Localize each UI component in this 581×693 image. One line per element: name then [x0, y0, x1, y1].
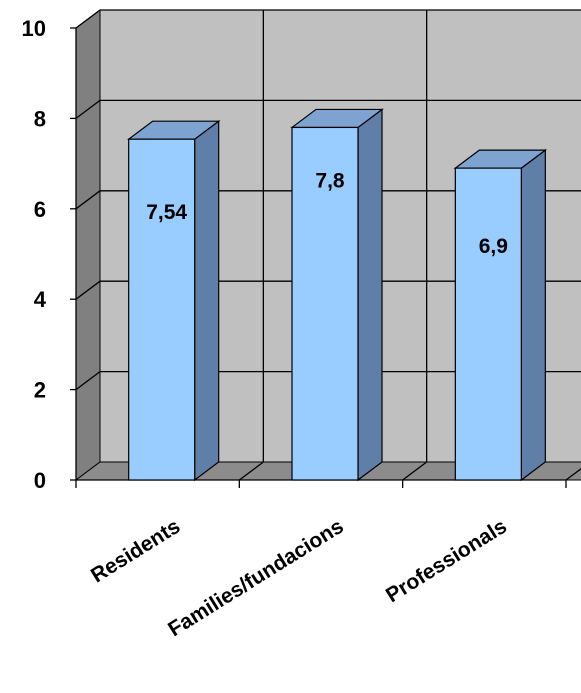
category-label: Residents [87, 515, 184, 588]
y-tick-label: 10 [22, 16, 46, 41]
data-label: 6,9 [479, 235, 508, 258]
bar-front [454, 167, 522, 481]
floor-divider [565, 467, 581, 481]
side-gridline [75, 99, 101, 119]
y-tick-label: 0 [34, 468, 46, 493]
category-label: Professionals [382, 515, 511, 607]
bar-front [128, 138, 196, 481]
floor-divider [402, 461, 428, 481]
bar [453, 148, 548, 482]
side-gridline [75, 371, 101, 391]
side-gridline [75, 9, 101, 29]
bar-side [520, 148, 546, 482]
side-gridline [75, 280, 101, 300]
chart-bars [126, 108, 548, 482]
bar-side [194, 119, 220, 482]
y-tick-label: 6 [34, 197, 46, 222]
bar [126, 119, 221, 482]
data-label: 7,8 [315, 169, 345, 192]
y-tick-label: 4 [34, 287, 47, 312]
side-wall [75, 9, 101, 481]
data-label: 7,54 [146, 201, 187, 224]
side-gridline [75, 190, 101, 210]
category-label: Families/fundacions [164, 515, 347, 641]
bar-side [357, 108, 383, 482]
y-tick-label: 2 [34, 378, 46, 403]
floor-divider [238, 461, 264, 481]
bar [290, 108, 384, 482]
bar-front [291, 126, 359, 481]
y-tick-label: 8 [34, 106, 46, 131]
